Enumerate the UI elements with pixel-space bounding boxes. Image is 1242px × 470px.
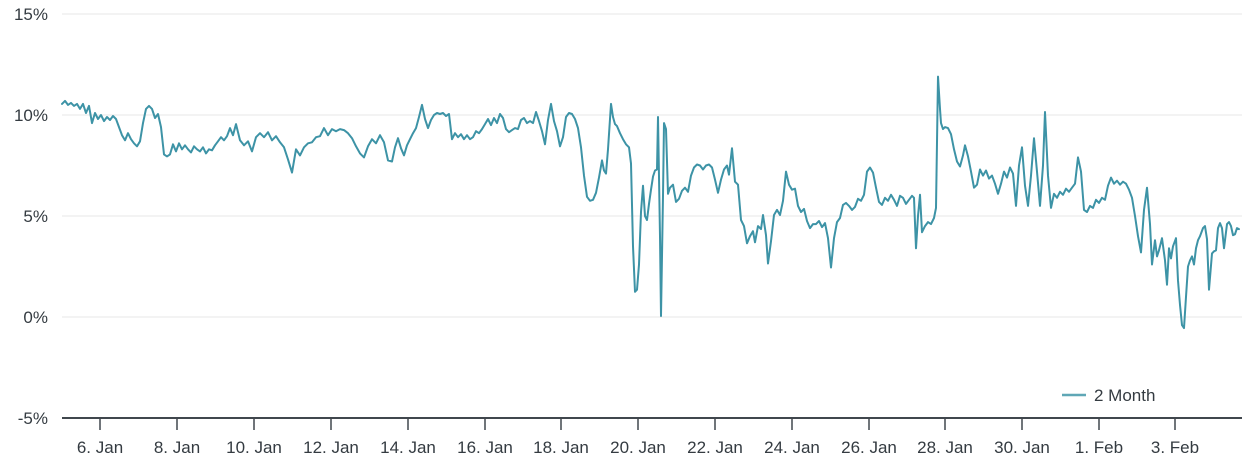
x-tick-label: 6. Jan [77, 438, 123, 457]
x-tick-label: 20. Jan [610, 438, 666, 457]
legend[interactable]: 2 Month [1062, 386, 1155, 405]
y-tick-label: 10% [14, 106, 48, 125]
series-lines [61, 75, 1240, 330]
x-tick-label: 12. Jan [303, 438, 359, 457]
series-line-2-month [61, 75, 1240, 330]
x-tick-label: 10. Jan [226, 438, 282, 457]
x-tick-label: 16. Jan [457, 438, 513, 457]
gridlines [62, 13, 1242, 318]
x-tick-label: 8. Jan [154, 438, 200, 457]
y-tick-label: 0% [23, 308, 48, 327]
x-tick-label: 24. Jan [764, 438, 820, 457]
x-tick-label: 30. Jan [994, 438, 1050, 457]
y-tick-label: 15% [14, 5, 48, 24]
x-tick-label: 14. Jan [380, 438, 436, 457]
legend-label: 2 Month [1094, 386, 1155, 405]
x-tick-label: 28. Jan [917, 438, 973, 457]
y-tick-label: -5% [18, 409, 48, 428]
x-tick-label: 18. Jan [533, 438, 589, 457]
x-axis: 6. Jan 8. Jan 10. Jan 12. Jan 14. Jan 16. Jan… [62, 417, 1242, 457]
x-tick-label: 1. Feb [1075, 438, 1123, 457]
x-tick-label: 22. Jan [687, 438, 743, 457]
y-tick-label: 5% [23, 207, 48, 226]
y-axis-labels: 15% 10% 5% 0% -5% [14, 5, 48, 428]
x-tick-label: 26. Jan [841, 438, 897, 457]
x-tick-label: 3. Feb [1151, 438, 1199, 457]
